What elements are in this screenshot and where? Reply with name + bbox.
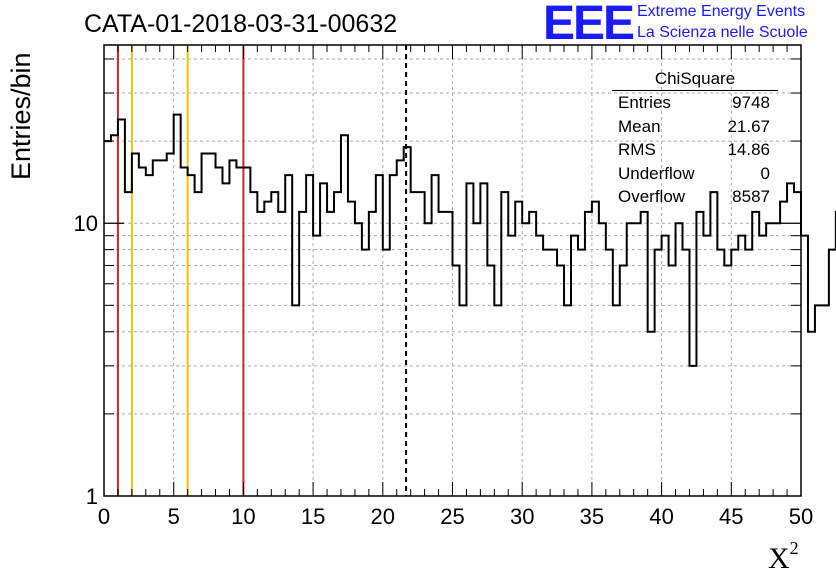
reference-lines <box>116 45 408 496</box>
stats-key: Overflow <box>618 187 686 206</box>
x-axis-label-base: X <box>768 542 790 575</box>
x-tick-label: 45 <box>719 504 743 529</box>
stats-key: Underflow <box>618 163 695 183</box>
stats-row: Underflow 0 <box>612 162 778 186</box>
stats-row: Mean 21.67 <box>612 115 778 139</box>
y-tick-label: 10 <box>74 211 98 236</box>
x-tick-label: 15 <box>301 504 325 529</box>
x-tick-label: 10 <box>231 504 255 529</box>
stats-key: Entries <box>618 93 671 112</box>
y-axis-label: Entries/bin <box>6 52 36 180</box>
x-tick-label: 0 <box>98 504 110 529</box>
tick-labels: 0 5 10 15 20 25 30 35 40 45 50 1 10 <box>74 211 814 529</box>
axis-ticks <box>103 45 802 497</box>
stats-value: 0 <box>760 163 770 183</box>
stats-row: Entries 9748 <box>612 91 778 115</box>
x-axis-label-sup: 2 <box>789 538 799 558</box>
stats-key: RMS <box>618 140 656 159</box>
histogram-line <box>104 113 836 367</box>
x-tick-label: 5 <box>168 504 180 529</box>
logo-line-1: Extreme Energy Events <box>637 3 806 20</box>
x-axis-label: X2 <box>768 538 799 576</box>
stats-value: 21.67 <box>727 116 770 136</box>
stats-value: 8587 <box>732 187 770 206</box>
x-tick-label: 50 <box>789 504 813 529</box>
x-tick-label: 40 <box>649 504 673 529</box>
stats-row: RMS 14.86 <box>612 138 778 162</box>
x-tick-label: 35 <box>580 504 604 529</box>
stats-value: 9748 <box>732 93 770 112</box>
x-tick-label: 30 <box>510 504 534 529</box>
chart-title: CATA-01-2018-03-31-00632 <box>84 10 398 38</box>
stats-key: Mean <box>618 116 661 136</box>
eee-logo: EEE <box>543 0 635 50</box>
stats-title: ChiSquare <box>612 68 778 91</box>
stats-value: 14.86 <box>727 140 770 159</box>
stats-box: ChiSquare Entries 9748 Mean 21.67 RMS 14.86… <box>612 68 778 209</box>
x-tick-label: 25 <box>440 504 464 529</box>
stats-row: Overflow 8587 <box>612 185 778 209</box>
x-tick-label: 20 <box>371 504 395 529</box>
y-tick-label: 1 <box>86 484 98 509</box>
logo-line-2: La Scienza nelle Scuole <box>637 24 808 41</box>
